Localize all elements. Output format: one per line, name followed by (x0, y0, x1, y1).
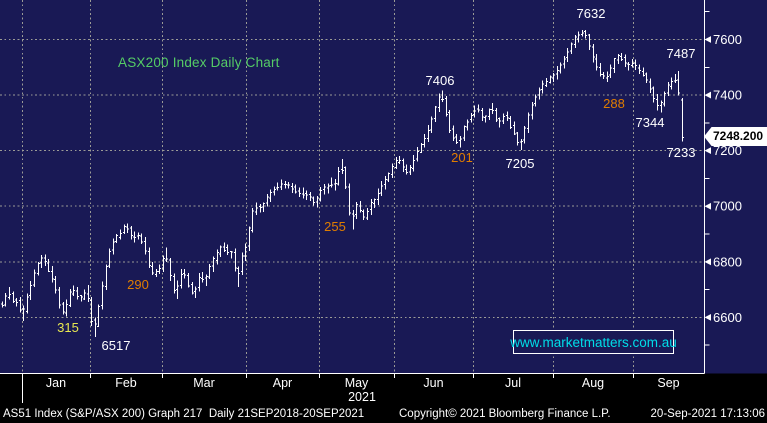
price-annotation: 6517 (102, 338, 131, 353)
price-annotation: 7205 (506, 156, 535, 171)
price-annotation: 315 (57, 320, 79, 335)
y-axis-label: 7000 (713, 199, 742, 214)
x-axis-year-label: 2021 (348, 390, 376, 404)
chart-title: ASX200 Index Daily Chart (118, 55, 280, 70)
price-annotation: 7233 (667, 145, 696, 160)
status-bar: AS51 Index (S&P/ASX 200) Graph 217 Daily… (0, 405, 767, 423)
x-axis-month-label: Mar (193, 376, 215, 390)
y-axis-label: 7200 (713, 143, 742, 158)
y-tick-arrow-icon (704, 147, 711, 155)
x-axis-month-label: Aug (582, 376, 604, 390)
x-axis-month-label: Jul (505, 376, 521, 390)
status-bar-security-info: AS51 Index (S&P/ASX 200) Graph 217 Daily… (3, 408, 365, 420)
y-tick-arrow-icon (704, 36, 711, 43)
price-annotation: 7344 (636, 115, 665, 130)
daily-price-bars (0, 30, 685, 338)
y-tick-arrow-icon (704, 202, 711, 210)
y-tick-arrow-icon (704, 91, 711, 99)
price-annotation: 288 (603, 96, 625, 111)
x-axis-month-label: Sep (657, 376, 679, 390)
price-annotation: 7487 (667, 46, 696, 61)
price-annotation: 7406 (426, 73, 455, 88)
y-tick-arrow-icon (704, 314, 711, 321)
y-axis-label: 6600 (713, 310, 742, 325)
last-price-marker: 7248.200 (704, 127, 767, 146)
y-axis-label: 7600 (713, 32, 742, 47)
x-axis-month-label: Apr (273, 376, 292, 390)
x-axis-month-label: Jan (46, 376, 66, 390)
x-axis-month-label: Jun (423, 376, 443, 390)
price-annotation: 290 (127, 277, 149, 292)
price-annotation: 201 (451, 150, 473, 165)
price-annotation: 255 (324, 219, 346, 234)
x-axis-month-label: May (345, 376, 369, 390)
x-axis-month-label: Feb (115, 376, 137, 390)
y-axis-label: 6800 (713, 254, 742, 269)
status-bar-copyright: Copyright© 2021 Bloomberg Finance L.P. (399, 408, 611, 420)
status-bar-datetime: 20-Sep-2021 17:13:06 (650, 408, 765, 420)
price-annotation: 7632 (577, 6, 606, 21)
y-axis-label: 7400 (713, 88, 742, 103)
watermark-link: www.marketmatters.com.au (510, 330, 677, 354)
y-tick-arrow-icon (704, 258, 711, 266)
